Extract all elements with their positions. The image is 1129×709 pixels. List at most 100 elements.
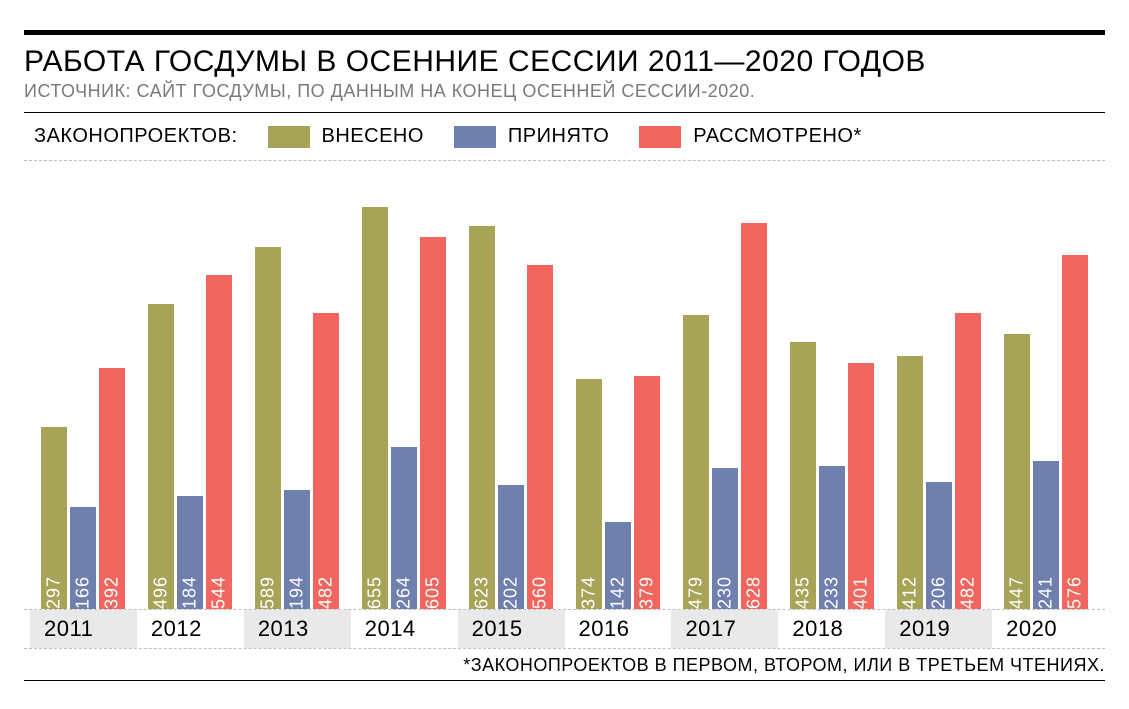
footnote: *ЗАКОНОПРОЕКТОВ В ПЕРВОМ, ВТОРОМ, ИЛИ В …: [24, 655, 1105, 676]
bar-value-label: 264: [394, 576, 415, 609]
bar-value-label: 544: [209, 576, 230, 609]
bar-value-label: 628: [743, 576, 764, 609]
bar: 482: [313, 313, 339, 609]
x-axis-year: 2011: [30, 610, 137, 648]
x-axis-year: 2014: [351, 610, 458, 648]
bar-value-label: 206: [928, 576, 949, 609]
legend: ЗАКОНОПРОЕКТОВ: ВНЕСЕНО ПРИНЯТО РАССМОТР…: [24, 119, 1105, 160]
bar-value-label: 184: [180, 576, 201, 609]
bar-group: 435 233 401: [778, 342, 885, 609]
legend-leader: ЗАКОНОПРОЕКТОВ:: [34, 125, 238, 148]
bar-value-label: 230: [714, 576, 735, 609]
bar: 297: [41, 427, 67, 609]
bar: 264: [391, 447, 417, 609]
bar: 194: [284, 490, 310, 609]
x-axis-year: 2017: [671, 610, 778, 648]
bar: 184: [177, 496, 203, 609]
bar: 447: [1004, 334, 1030, 609]
rule-top-thick: [24, 30, 1105, 35]
rule-dashed-above-chart: [24, 160, 1105, 161]
bar-value-label: 655: [365, 576, 386, 609]
bar-value-label: 447: [1006, 576, 1027, 609]
legend-swatch: [268, 126, 310, 148]
bar: 202: [498, 485, 524, 609]
legend-swatch: [639, 126, 681, 148]
bar-value-label: 482: [316, 576, 337, 609]
bar-value-label: 379: [636, 576, 657, 609]
bar-value-label: 297: [44, 576, 65, 609]
bar-chart: 297 166 392 496 184 544 589 194 482 655 264 605 623 2…: [24, 179, 1105, 609]
chart-subtitle: ИСТОЧНИК: САЙТ ГОСДУМЫ, ПО ДАННЫМ НА КОН…: [24, 81, 1105, 102]
bar-group: 589 194 482: [244, 247, 351, 609]
bar: 142: [605, 522, 631, 609]
bar-value-label: 142: [607, 576, 628, 609]
bar-group: 297 166 392: [30, 368, 137, 609]
bar: 589: [255, 247, 281, 609]
bar-value-label: 605: [423, 576, 444, 609]
bar-groups: 297 166 392 496 184 544 589 194 482 655 264 605 623 2…: [24, 179, 1105, 609]
rule-bottom-thin: [24, 680, 1105, 681]
x-axis-year: 2013: [244, 610, 351, 648]
bar: 206: [926, 482, 952, 609]
bar: 628: [741, 223, 767, 609]
bar: 241: [1033, 461, 1059, 609]
bar-value-label: 560: [530, 576, 551, 609]
bar-value-label: 576: [1064, 576, 1085, 609]
bar-group: 623 202 560: [458, 226, 565, 609]
bar-group: 655 264 605: [351, 207, 458, 609]
bar-value-label: 233: [821, 576, 842, 609]
legend-label: ПРИНЯТО: [508, 125, 609, 148]
bar-value-label: 374: [578, 576, 599, 609]
bar: 412: [897, 356, 923, 609]
bar: 479: [683, 315, 709, 609]
legend-item-rassmotreno: РАССМОТРЕНО*: [639, 125, 861, 148]
x-axis-year: 2012: [137, 610, 244, 648]
x-axis-year: 2020: [992, 610, 1099, 648]
legend-item-prinyato: ПРИНЯТО: [454, 125, 609, 148]
bar-group: 412 206 482: [885, 313, 992, 609]
bar-value-label: 479: [685, 576, 706, 609]
x-axis-year: 2019: [885, 610, 992, 648]
bar: 166: [70, 507, 96, 609]
bar-group: 496 184 544: [137, 275, 244, 609]
bar-value-label: 401: [850, 576, 871, 609]
legend-item-vneseno: ВНЕСЕНО: [268, 125, 424, 148]
bar-value-label: 589: [258, 576, 279, 609]
x-axis-year: 2015: [458, 610, 565, 648]
x-axis-year: 2016: [565, 610, 672, 648]
legend-swatch: [454, 126, 496, 148]
bar: 482: [955, 313, 981, 609]
bar: 544: [206, 275, 232, 609]
rule-below-title: [24, 112, 1105, 113]
bar: 576: [1062, 255, 1088, 609]
bar-value-label: 435: [792, 576, 813, 609]
bar: 655: [362, 207, 388, 609]
x-axis-year: 2018: [778, 610, 885, 648]
bar-value-label: 166: [73, 576, 94, 609]
bar: 392: [99, 368, 125, 609]
bar-group: 479 230 628: [671, 223, 778, 609]
chart-title: РАБОТА ГОСДУМЫ В ОСЕННИЕ СЕССИИ 2011—202…: [24, 45, 1105, 79]
bar: 435: [790, 342, 816, 609]
bar: 230: [712, 468, 738, 609]
bar: 379: [634, 376, 660, 609]
x-axis: 2011201220132014201520162017201820192020: [24, 610, 1105, 648]
bar: 496: [148, 304, 174, 609]
legend-label: РАССМОТРЕНО*: [693, 125, 861, 148]
bar-group: 374 142 379: [565, 376, 672, 609]
bar-group: 447 241 576: [992, 255, 1099, 609]
bar-value-label: 623: [472, 576, 493, 609]
legend-label: ВНЕСЕНО: [322, 125, 424, 148]
bar: 560: [527, 265, 553, 609]
figure-container: РАБОТА ГОСДУМЫ В ОСЕННИЕ СЕССИИ 2011—202…: [0, 0, 1129, 709]
bar: 623: [469, 226, 495, 609]
bar-value-label: 202: [501, 576, 522, 609]
bar-value-label: 482: [957, 576, 978, 609]
bar-value-label: 392: [102, 576, 123, 609]
bar: 233: [819, 466, 845, 609]
bar-value-label: 412: [899, 576, 920, 609]
bar-value-label: 241: [1035, 576, 1056, 609]
bar-value-label: 194: [287, 576, 308, 609]
bar-value-label: 496: [151, 576, 172, 609]
bar: 374: [576, 379, 602, 609]
